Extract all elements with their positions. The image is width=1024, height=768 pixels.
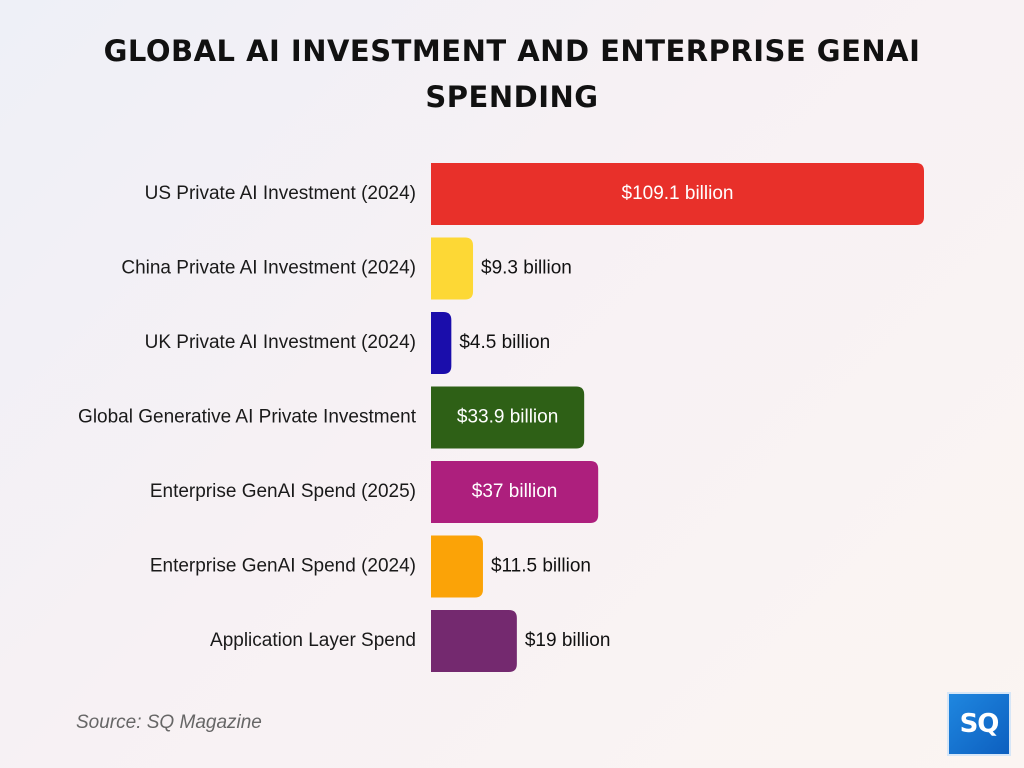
chart-title: GLOBAL AI INVESTMENT AND ENTERPRISE GENA… [103, 34, 921, 114]
value-label: $109.1 billion [622, 183, 734, 204]
bar [431, 461, 599, 523]
bar [431, 163, 924, 225]
value-label: $33.9 billion [457, 407, 558, 428]
category-label: UK Private AI Investment (2024) [145, 332, 416, 353]
category-label: US Private AI Investment (2024) [145, 183, 416, 204]
value-label: $37 billion [472, 481, 558, 502]
value-label: $11.5 billion [491, 556, 591, 577]
bar [431, 535, 483, 598]
value-label: $19 billion [525, 630, 611, 651]
category-label: Application Layer Spend [210, 630, 416, 651]
bar [431, 610, 517, 672]
bar [431, 237, 474, 300]
value-label: $4.5 billion [459, 332, 550, 353]
category-label: Enterprise GenAI Spend (2025) [150, 481, 416, 502]
value-label: $9.3 billion [481, 258, 572, 279]
brand-logo: SQ [947, 692, 1011, 756]
bar [431, 386, 585, 449]
brand-logo-text: SQ [959, 709, 1000, 739]
category-label: China Private AI Investment (2024) [121, 258, 416, 279]
source-credit: Source: SQ Magazine [76, 712, 262, 733]
category-label: Global Generative AI Private Investment [78, 407, 417, 428]
category-label: Enterprise GenAI Spend (2024) [150, 556, 416, 577]
bar [431, 312, 452, 374]
